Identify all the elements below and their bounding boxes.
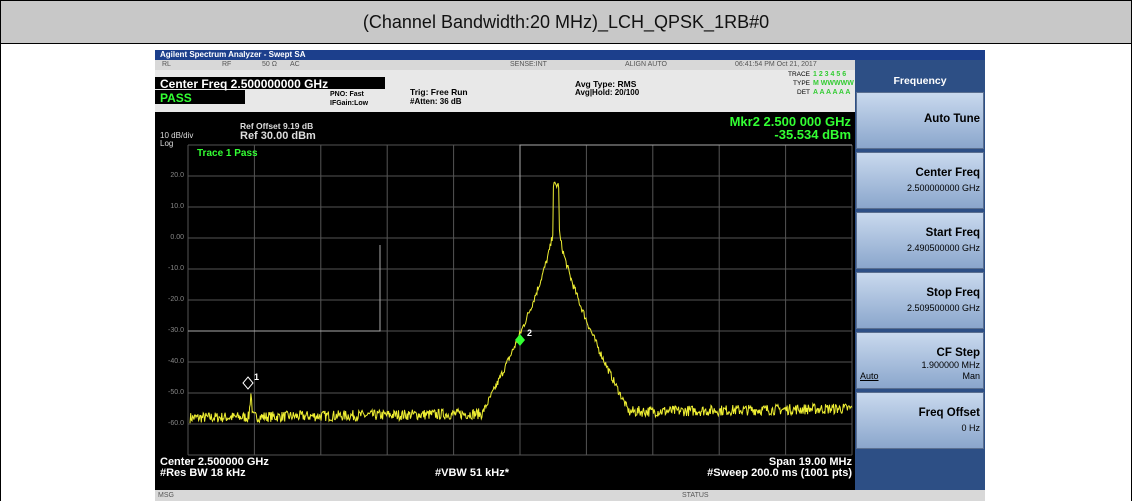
window-title: Agilent Spectrum Analyzer - Swept SA: [160, 50, 306, 59]
marker-box: [655, 112, 855, 142]
status-bar: [155, 60, 855, 70]
scale: 10 dB/div: [160, 131, 194, 140]
softkey-menu: Frequency: [893, 75, 947, 87]
y-label: 0.00: [170, 234, 184, 241]
footer-rbw: #Res BW 18 kHz: [160, 467, 246, 479]
ref-level: Ref 30.00 dBm: [240, 130, 316, 142]
softkey[interactable]: [856, 272, 984, 329]
trace-info-label: TYPE: [793, 80, 810, 87]
footer-span: Span 19.00 MHz: [768, 456, 852, 468]
msg: MSG: [158, 492, 174, 499]
avg-type: Avg Type: RMS: [575, 79, 637, 89]
softkey-label[interactable]: Start Freq: [925, 227, 980, 239]
pno: PNO: Fast: [330, 91, 364, 98]
softkey-value[interactable]: 2.500000000 GHz: [906, 183, 980, 193]
pass-box: [155, 90, 245, 104]
y-label: -60.0: [168, 420, 184, 427]
atten: #Atten: 36 dB: [410, 97, 462, 106]
trace-info-values: A A A A A A: [813, 89, 851, 96]
softkey[interactable]: [856, 212, 984, 269]
y-label: -20.0: [168, 296, 184, 303]
softkey-value[interactable]: 2.509500000 GHz: [906, 303, 980, 313]
status-item: SENSE:INT: [510, 61, 547, 68]
marker-1-label: 1: [254, 372, 260, 382]
y-label: -10.0: [168, 265, 184, 272]
trace-pass: Trace 1 Pass: [197, 148, 258, 159]
log: Log: [160, 139, 174, 148]
status-item: ALIGN AUTO: [625, 61, 667, 68]
softkey-label[interactable]: Stop Freq: [926, 287, 980, 299]
trace-info-label: DET: [797, 89, 810, 96]
softkey-label[interactable]: Freq Offset: [918, 407, 980, 419]
marker-freq: Mkr2 2.500 000 GHz: [729, 114, 851, 129]
softkey-value[interactable]: 1.900000 MHz: [921, 360, 980, 370]
softkey-option[interactable]: Man: [962, 371, 980, 381]
trig: Trig: Free Run: [410, 87, 468, 97]
title-cell: [0, 0, 1132, 44]
y-label: 20.0: [170, 172, 184, 179]
status: STATUS: [682, 492, 709, 499]
y-label: 10.0: [170, 203, 184, 210]
msg-bar: [155, 490, 985, 501]
marker-level: -35.534 dBm: [774, 127, 851, 142]
softkey[interactable]: [856, 332, 984, 389]
softkey[interactable]: [856, 152, 984, 209]
pass: PASS: [160, 91, 192, 105]
y-label: -40.0: [168, 358, 184, 365]
status-item: 06:41:54 PM Oct 21, 2017: [735, 61, 817, 68]
status-item: RL: [162, 61, 171, 68]
trace-info-values: M WWWWW: [813, 80, 854, 87]
softkey[interactable]: [856, 392, 984, 449]
status-item: 50 Ω: [262, 61, 277, 68]
softkey-value[interactable]: 2.490500000 GHz: [906, 243, 980, 253]
footer-center: Center 2.500000 GHz: [160, 456, 269, 468]
center-freq: Center Freq 2.500000000 GHz: [160, 77, 329, 91]
status-item: RF: [222, 61, 232, 68]
softkey-label[interactable]: Auto Tune: [924, 113, 980, 125]
softkey-label[interactable]: CF Step: [936, 347, 980, 359]
title: (Channel Bandwidth:20 MHz)_LCH_QPSK_1RB#…: [362, 12, 770, 32]
softkey-label[interactable]: Center Freq: [915, 167, 980, 179]
avg-hold: Avg|Hold: 20/100: [575, 88, 640, 97]
status-item: AC: [290, 61, 300, 68]
window-bar: [155, 50, 985, 60]
marker-2-label: 2: [527, 328, 533, 338]
trace-info-label: TRACE: [787, 71, 810, 78]
softkey[interactable]: [856, 92, 984, 149]
ifgain: IFGain:Low: [330, 100, 369, 107]
ref-offset: Ref Offset 9.19 dB: [240, 121, 314, 131]
y-label: -50.0: [168, 389, 184, 396]
footer-vbw: #VBW 51 kHz*: [435, 467, 509, 479]
softkey-value[interactable]: 0 Hz: [961, 423, 980, 433]
footer-sweep: #Sweep 200.0 ms (1001 pts): [707, 467, 852, 479]
center-freq-box: [155, 77, 385, 89]
trace-info-values: 1 2 3 4 5 6: [813, 71, 847, 78]
y-label: -30.0: [168, 327, 184, 334]
softkey-option[interactable]: Auto: [860, 371, 879, 381]
